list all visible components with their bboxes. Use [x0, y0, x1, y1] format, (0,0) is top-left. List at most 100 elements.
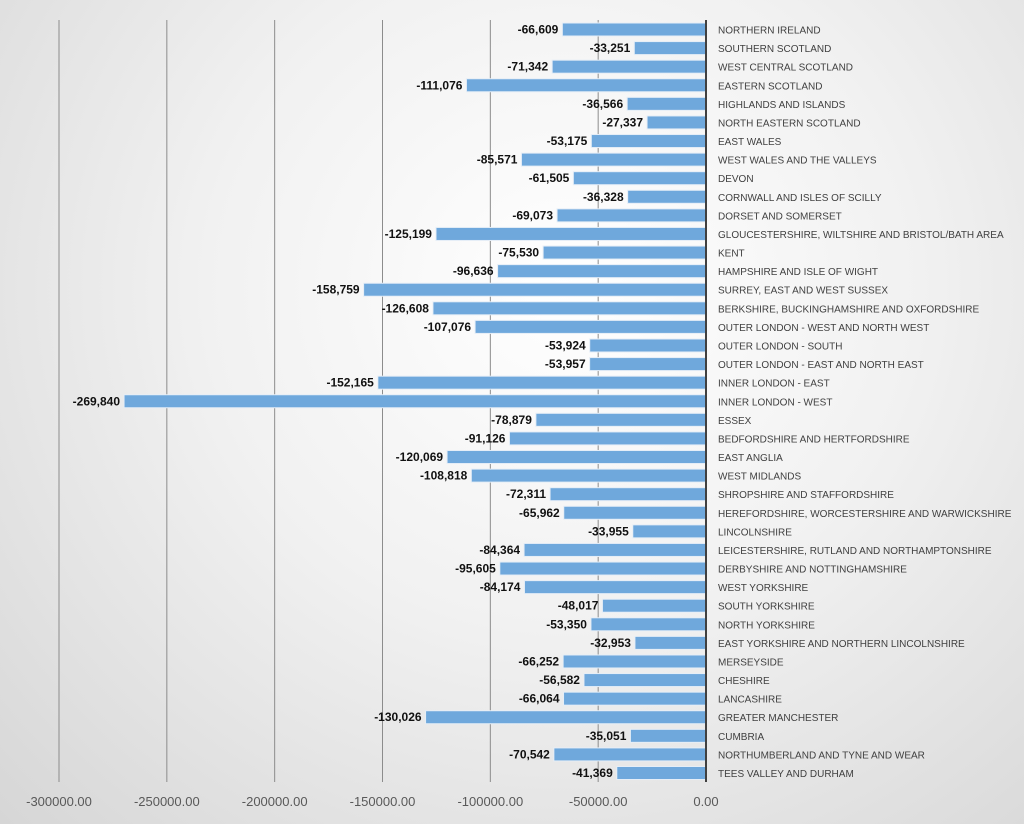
bar — [535, 412, 707, 427]
bar — [523, 580, 707, 595]
data-label: -72,311 — [506, 487, 546, 501]
x-tick-label: -100000.00 — [457, 794, 523, 809]
bar — [590, 617, 707, 632]
bar — [425, 710, 707, 725]
x-tick-label: -250000.00 — [134, 794, 200, 809]
bar — [363, 282, 707, 297]
data-label: -75,530 — [498, 246, 539, 260]
data-label: -48,017 — [558, 599, 599, 613]
category-label: HAMPSHIRE AND ISLE OF WIGHT — [718, 267, 878, 278]
bar — [556, 208, 707, 223]
bar — [553, 747, 707, 762]
bar — [435, 226, 707, 241]
category-label: CUMBRIA — [718, 732, 764, 743]
bar — [589, 357, 707, 372]
data-label: -65,962 — [519, 506, 560, 520]
bar — [601, 598, 707, 613]
category-label: SOUTHERN SCOTLAND — [718, 44, 831, 55]
x-tick-label: -300000.00 — [26, 794, 92, 809]
data-label: -66,609 — [518, 23, 559, 37]
category-label: EAST ANGLIA — [718, 453, 783, 464]
bar — [123, 394, 707, 409]
category-label: SOUTH YORKSHIRE — [718, 602, 815, 613]
data-label: -53,350 — [546, 617, 587, 631]
category-label: HEREFORDSHIRE, WORCESTERSHIRE AND WARWIC… — [718, 509, 1012, 520]
x-tick-label: -50000.00 — [569, 794, 628, 809]
bar — [446, 450, 707, 465]
data-label: -152,165 — [326, 376, 374, 390]
data-label: -61,505 — [529, 171, 570, 185]
bar — [508, 431, 707, 446]
bar — [542, 245, 707, 260]
data-label: -36,328 — [583, 190, 624, 204]
category-label: WEST WALES AND THE VALLEYS — [718, 156, 877, 167]
data-label: -27,337 — [602, 115, 643, 129]
bar — [563, 691, 707, 706]
bar — [632, 524, 707, 539]
data-label: -56,582 — [539, 673, 580, 687]
category-label: OUTER LONDON - SOUTH — [718, 341, 842, 352]
category-label: NORTH EASTERN SCOTLAND — [718, 118, 861, 129]
category-labels: -66,609 NORTHERN IRELAND -33,251 SOUTHERN S… — [73, 23, 1012, 781]
category-label: BERKSHIRE, BUCKINGHAMSHIRE AND OXFORDSHI… — [718, 304, 979, 315]
bar — [549, 487, 707, 502]
category-label: WEST YORKSHIRE — [718, 583, 809, 594]
data-label: -108,818 — [420, 469, 468, 483]
bar — [590, 134, 707, 149]
bar — [634, 635, 707, 650]
data-label: -41,369 — [572, 766, 613, 780]
category-label: WEST MIDLANDS — [718, 472, 801, 483]
data-label: -53,175 — [547, 134, 588, 148]
data-label: -95,605 — [455, 562, 496, 576]
x-tick-label: -200000.00 — [242, 794, 308, 809]
category-label: NORTH YORKSHIRE — [718, 620, 815, 631]
bar — [377, 375, 707, 390]
category-label: SHROPSHIRE AND STAFFORDSHIRE — [718, 490, 894, 501]
data-label: -130,026 — [374, 710, 422, 724]
bar — [474, 319, 707, 334]
category-label: EASTERN SCOTLAND — [718, 81, 822, 92]
bar — [470, 468, 707, 483]
bar — [499, 561, 707, 576]
data-label: -84,174 — [480, 580, 521, 594]
category-label: NORTHUMBERLAND AND TYNE AND WEAR — [718, 750, 925, 761]
bar — [562, 654, 707, 669]
category-label: TEES VALLEY AND DURHAM — [718, 769, 854, 780]
category-label: NORTHERN IRELAND — [718, 26, 821, 37]
x-tick-label: 0.00 — [693, 794, 718, 809]
bar — [563, 505, 707, 520]
bars — [123, 22, 707, 780]
data-label: -53,957 — [545, 357, 586, 371]
data-label: -35,051 — [586, 729, 627, 743]
x-axis-ticks: -300000.00 -250000.00 -200000.00 -150000.00… — [26, 794, 719, 809]
category-label: GREATER MANCHESTER — [718, 713, 838, 724]
category-label: EAST WALES — [718, 137, 782, 148]
data-label: -111,076 — [416, 78, 462, 92]
bar — [465, 78, 707, 93]
bar — [616, 766, 707, 780]
category-label: INNER LONDON - WEST — [718, 397, 832, 408]
category-label: DERBYSHIRE AND NOTTINGHAMSHIRE — [718, 565, 907, 576]
bar — [561, 22, 707, 37]
bar — [626, 96, 707, 111]
data-label: -126,608 — [382, 301, 430, 315]
category-label: KENT — [718, 249, 745, 260]
category-label: GLOUCESTERSHIRE, WILTSHIRE AND BRISTOL/B… — [718, 230, 1004, 241]
bar — [551, 59, 707, 74]
category-label: OUTER LONDON - WEST AND NORTH WEST — [718, 323, 929, 334]
category-label: MERSEYSIDE — [718, 657, 784, 668]
data-label: -125,199 — [385, 227, 433, 241]
data-label: -66,064 — [519, 692, 560, 706]
data-label: -84,364 — [479, 543, 520, 557]
data-label: -32,953 — [590, 636, 631, 650]
data-label: -66,252 — [518, 654, 559, 668]
data-label: -71,342 — [507, 60, 548, 74]
data-label: -53,924 — [545, 338, 586, 352]
bar — [629, 728, 707, 743]
bar — [583, 673, 707, 688]
data-label: -33,955 — [588, 524, 629, 538]
category-label: EAST YORKSHIRE AND NORTHERN LINCOLNSHIRE — [718, 639, 965, 650]
category-label: DORSET AND SOMERSET — [718, 211, 842, 222]
category-label: WEST CENTRAL SCOTLAND — [718, 63, 853, 74]
